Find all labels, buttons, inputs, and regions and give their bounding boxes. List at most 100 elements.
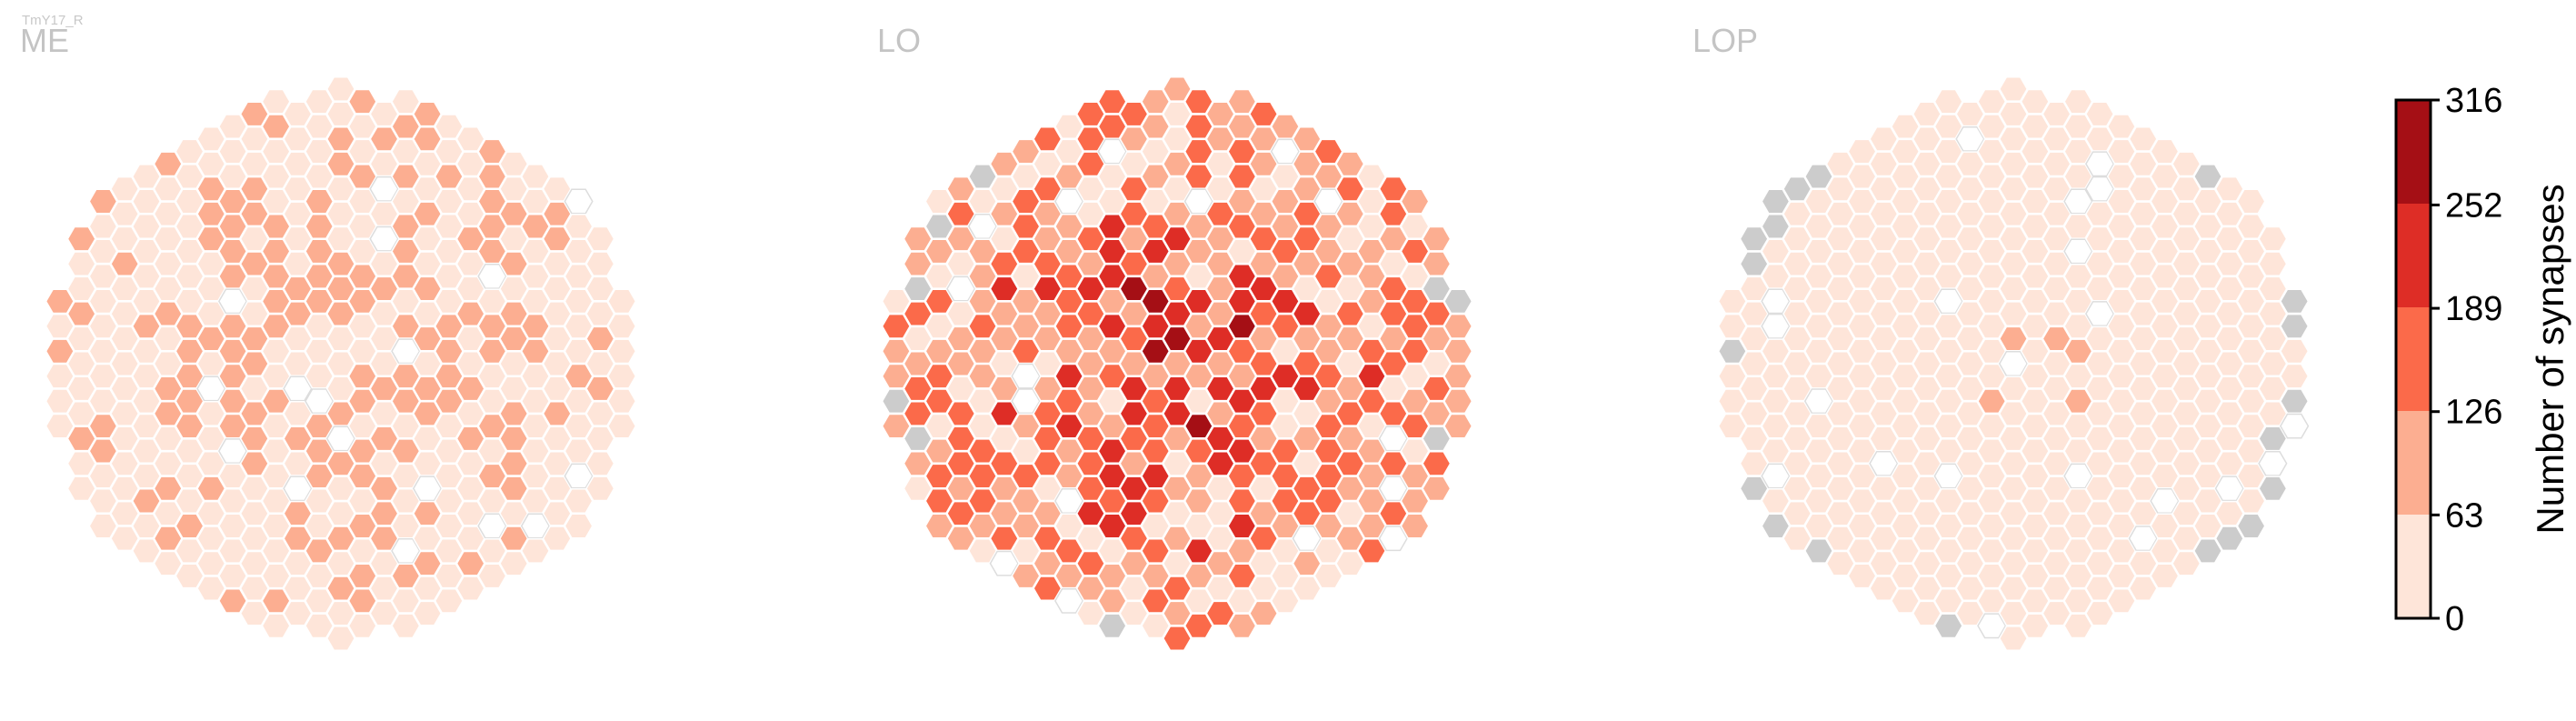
hex-cell-me (239, 351, 269, 376)
hex-cell-lop (1998, 526, 2029, 552)
hex-cell-lop (1912, 476, 1942, 502)
hex-cell-me (239, 251, 269, 277)
hex-cell-lo (1097, 488, 1127, 514)
hex-cell-lop (2192, 288, 2223, 315)
hex-cell-lop (1803, 388, 1834, 415)
hex-cell-lo (1033, 125, 1063, 152)
hex-cell-lo (967, 288, 998, 315)
hex-cell-lo (1183, 263, 1213, 289)
colorbar-label: Number of synapses (2529, 184, 2571, 534)
hex-cell-me (261, 388, 291, 415)
hex-cell-lo (1011, 214, 1041, 239)
hex-cell-me (261, 587, 291, 614)
hex-cell-lop (1825, 450, 1855, 476)
hex-cell-lo (1400, 388, 1430, 415)
hex-cell-me (499, 251, 529, 277)
hex-cell-me (542, 526, 572, 552)
hex-cell-lop (1977, 214, 2007, 239)
hex-cell-lop (2085, 301, 2115, 327)
hex-cell-me (520, 338, 551, 365)
hex-cell-me (261, 463, 291, 489)
hex-cell-lop (1933, 238, 1963, 265)
hex-cell-lo (1378, 351, 1408, 376)
hex-cell-me (261, 488, 291, 514)
hex-cell-lop (1977, 363, 2007, 389)
hex-cell-me (283, 576, 313, 602)
hex-cell-lo (1162, 576, 1193, 602)
hex-cell-me (261, 138, 291, 165)
hex-cell-lo (1400, 413, 1430, 439)
hex-cell-lop (2063, 463, 2093, 489)
hex-cell-me (110, 476, 140, 502)
hex-cell-lo (1075, 175, 1105, 202)
hex-cell-lop (2150, 463, 2180, 489)
hex-cell-lo (1313, 563, 1343, 589)
hex-cell-me (218, 463, 248, 489)
hex-cell-lop (1912, 201, 1942, 227)
hex-cell-me (239, 600, 269, 626)
hex-cell-me (520, 188, 551, 215)
hex-cell-me (542, 251, 572, 277)
hex-cell-lop (1825, 500, 1855, 526)
hex-cell-lop (1977, 114, 2007, 140)
hex-cell-me (585, 476, 615, 502)
hex-cell-me (131, 538, 162, 564)
hex-cell-me (564, 238, 594, 265)
hex-cell-me (499, 400, 529, 426)
hex-cell-me (369, 550, 399, 576)
hex-cell-lop (2172, 450, 2202, 476)
hex-cell-lo (1205, 125, 1235, 152)
hex-cell-lo (1313, 238, 1343, 265)
hex-cell-me (305, 88, 334, 115)
hex-cell-lo (1075, 476, 1105, 502)
hex-cell-me (520, 388, 551, 415)
hex-cell-lo (1162, 626, 1193, 651)
hex-cell-lo (967, 363, 998, 389)
hex-cell-lop (1739, 225, 1769, 252)
hex-cell-lop (2128, 175, 2158, 202)
hex-cell-lop (1739, 426, 1769, 452)
hex-cell-me (131, 338, 162, 365)
hex-cell-lop (2258, 325, 2288, 352)
hex-cell-me (391, 138, 421, 165)
hex-cell-me (175, 438, 205, 465)
hex-cell-lo (1054, 114, 1084, 140)
hex-cell-lop (2258, 301, 2288, 327)
hex-cell-lop (2236, 413, 2266, 439)
hex-cell-lo (1162, 351, 1193, 376)
hex-cell-lop (2106, 164, 2136, 189)
hex-cell-lo (1141, 413, 1171, 439)
hex-cell-lop (2085, 325, 2115, 352)
hex-cell-me (585, 325, 615, 352)
hex-cell-lo (1075, 576, 1105, 602)
hex-cell-lop (2172, 400, 2202, 426)
hex-cell-lop (1955, 125, 1985, 152)
hex-cell-me (347, 463, 377, 489)
hex-cell-lop (2085, 151, 2115, 177)
hex-cell-me (434, 164, 464, 189)
hex-cell-lop (2214, 351, 2244, 376)
hex-cell-lop (1803, 538, 1834, 564)
hex-cell-lop (1869, 275, 1899, 302)
hex-cell-lop (1998, 125, 2029, 152)
hex-cell-lo (1141, 88, 1171, 115)
hex-cell-lop (1891, 587, 1921, 614)
hex-cell-lo (946, 476, 976, 502)
hex-cell-me (305, 587, 334, 614)
hex-cell-lop (2236, 463, 2266, 489)
hex-cell-lo (1075, 125, 1105, 152)
hex-cell-lop (2192, 313, 2223, 339)
hex-cell-lop (2020, 388, 2050, 415)
hex-cell-lop (2236, 238, 2266, 265)
hex-cell-lo (1422, 251, 1452, 277)
colorbar-bin (2396, 515, 2431, 618)
hex-cell-lop (2042, 576, 2072, 602)
hex-cell-lo (1054, 313, 1084, 339)
hex-cell-lo (1075, 151, 1105, 177)
hex-cell-me (564, 188, 594, 215)
hex-cell-me (325, 500, 356, 526)
hex-cell-lop (1782, 450, 1812, 476)
hex-cell-lop (1933, 114, 1963, 140)
hex-cell-me (175, 188, 205, 215)
hex-cell-lop (1869, 325, 1899, 352)
